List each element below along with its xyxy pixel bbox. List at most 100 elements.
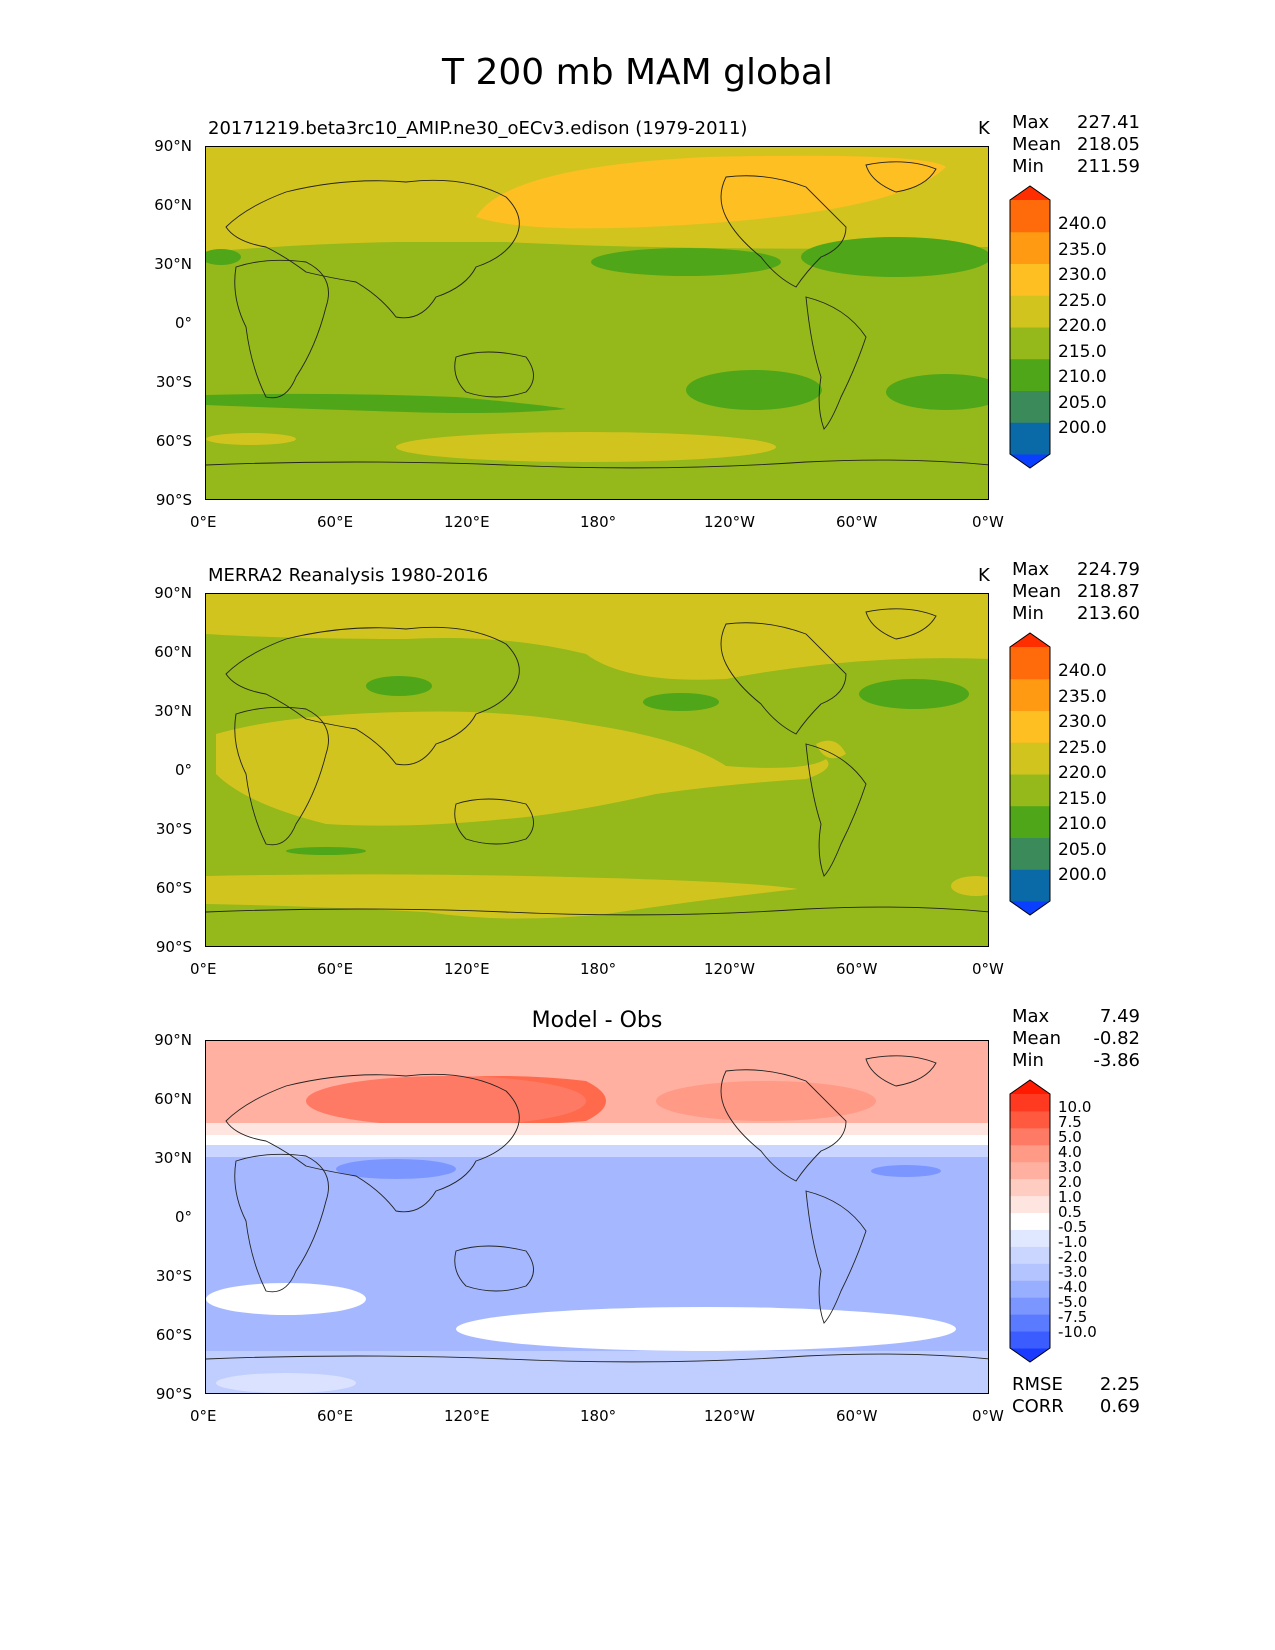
contour-warm-patch xyxy=(396,432,776,462)
colorbar-swatch xyxy=(1010,869,1050,902)
panel3-map xyxy=(205,1040,989,1394)
colorbar-label: 230.0 xyxy=(1058,265,1107,285)
colorbar-label: 5.0 xyxy=(1058,1128,1082,1146)
lon-tick: 60°E xyxy=(317,513,354,531)
stat-label: Min xyxy=(1012,603,1044,624)
colorbar-swatches xyxy=(1009,185,1051,469)
colorbar-swatch xyxy=(1010,1280,1050,1298)
colorbar-swatch xyxy=(1010,742,1050,775)
metric-label: RMSE xyxy=(1012,1374,1063,1395)
stat-label: Mean xyxy=(1012,581,1062,602)
colorbar-outline xyxy=(1009,185,1051,469)
lat-tick: 90°N xyxy=(154,584,192,602)
colorbar-label: 0.5 xyxy=(1058,1203,1082,1221)
stat-value: 211.59 xyxy=(1077,156,1140,177)
lat-tick: 90°S xyxy=(155,491,192,509)
stat-value: 7.49 xyxy=(1099,1006,1140,1027)
colorbar-swatch xyxy=(1010,774,1050,807)
colorbar-swatch xyxy=(1010,805,1050,838)
metric-value: 2.25 xyxy=(1099,1374,1140,1395)
colorbar-swatch xyxy=(1010,678,1050,711)
colorbar-swatch xyxy=(1010,1094,1050,1112)
stat-value: 224.79 xyxy=(1077,559,1140,580)
lat-tick: 0° xyxy=(174,1208,192,1226)
panel3-stats: Max 7.49 Mean -0.82 Min -3.86 xyxy=(1012,1006,1140,1072)
lon-tick: 60°W xyxy=(836,1407,878,1425)
contour-warm-patch xyxy=(206,433,296,445)
colorbar-swatch xyxy=(1010,1263,1050,1281)
lon-tick: 180° xyxy=(580,1407,617,1425)
contour-cool-band xyxy=(206,1145,988,1157)
contour-band xyxy=(206,221,988,252)
lat-tick: 30°N xyxy=(154,702,192,720)
colorbar-label: 220.0 xyxy=(1058,763,1107,783)
panel3-contours xyxy=(206,1041,988,1393)
stat-value: -0.82 xyxy=(1093,1028,1140,1049)
lon-tick: 0°E xyxy=(190,513,217,531)
colorbar-label: -5.0 xyxy=(1058,1293,1088,1311)
colorbar-label: -2.0 xyxy=(1058,1248,1088,1266)
colorbar-swatch xyxy=(1010,710,1050,743)
contour-cool-band xyxy=(206,1351,988,1393)
lat-tick: 90°N xyxy=(154,137,192,155)
colorbar-label: 3.0 xyxy=(1058,1158,1082,1176)
lat-tick: 60°N xyxy=(154,643,192,661)
colorbar-swatch xyxy=(1010,1161,1050,1180)
metric-label: CORR xyxy=(1012,1396,1064,1417)
lat-tick: 30°S xyxy=(155,1267,192,1285)
colorbar-swatch xyxy=(1010,1144,1050,1163)
stat-value: 218.87 xyxy=(1077,581,1140,602)
colorbar-swatch xyxy=(1010,295,1050,328)
lat-tick: 90°S xyxy=(155,1385,192,1403)
colorbar-label: 240.0 xyxy=(1058,214,1107,234)
lon-tick: 0°W xyxy=(972,1407,1004,1425)
contour-warm-patch xyxy=(816,740,846,759)
contour-warm-patch xyxy=(306,1076,586,1126)
panel2-units: K xyxy=(978,565,990,586)
colorbar-extend-bottom xyxy=(1010,1348,1050,1362)
panel1-title: 20171219.beta3rc10_AMIP.ne30_oECv3.ediso… xyxy=(208,118,748,139)
colorbar-extend-top xyxy=(1010,1080,1050,1094)
panel1-map xyxy=(205,146,989,500)
lon-tick: 60°E xyxy=(317,1407,354,1425)
colorbar-outline xyxy=(1009,632,1051,916)
colorbar-swatch xyxy=(1010,1195,1050,1214)
contour-cool-patch xyxy=(859,679,969,709)
stat-label: Max xyxy=(1012,112,1050,133)
colorbar-label: 240.0 xyxy=(1058,661,1107,681)
colorbar-label: -3.0 xyxy=(1058,1263,1088,1281)
lat-tick: 30°S xyxy=(155,820,192,838)
lon-tick: 0°E xyxy=(190,1407,217,1425)
colorbar-label: -4.0 xyxy=(1058,1278,1088,1296)
lon-tick: 120°W xyxy=(704,1407,755,1425)
stat-label: Mean xyxy=(1012,134,1062,155)
colorbar-label: -7.5 xyxy=(1058,1308,1088,1326)
colorbar-label: 215.0 xyxy=(1058,342,1107,362)
lon-tick: 120°E xyxy=(444,960,490,978)
colorbar-swatch xyxy=(1010,1297,1050,1315)
contour-cool-patch xyxy=(336,1159,456,1179)
panel1-units: K xyxy=(978,118,990,139)
colorbar-extend-bottom xyxy=(1010,901,1050,915)
contour-cool-patch xyxy=(886,374,988,410)
lon-tick: 60°W xyxy=(836,960,878,978)
colorbar-label: 205.0 xyxy=(1058,840,1107,860)
lat-tick: 60°N xyxy=(154,196,192,214)
colorbar-label: 7.5 xyxy=(1058,1113,1082,1131)
colorbar-swatch xyxy=(1010,1331,1050,1349)
colorbar-label: 230.0 xyxy=(1058,712,1107,732)
contour-cool-patch xyxy=(591,248,781,276)
contour-neutral-band xyxy=(206,1123,988,1135)
lon-tick: 0°W xyxy=(972,513,1004,531)
contour-cool-patch xyxy=(206,393,566,413)
colorbar-swatch xyxy=(1010,1110,1050,1129)
contour-warm-patch xyxy=(476,155,946,229)
contour-cool-patch xyxy=(643,693,719,711)
panel3-metrics: RMSE 2.25 CORR 0.69 xyxy=(1012,1374,1140,1418)
colorbar-swatch xyxy=(1010,390,1050,423)
coastlines xyxy=(206,161,988,469)
lon-tick: 0°W xyxy=(972,960,1004,978)
colorbar-swatch xyxy=(1010,1212,1050,1230)
lat-tick: 60°N xyxy=(154,1090,192,1108)
lat-tick: 90°S xyxy=(155,938,192,956)
